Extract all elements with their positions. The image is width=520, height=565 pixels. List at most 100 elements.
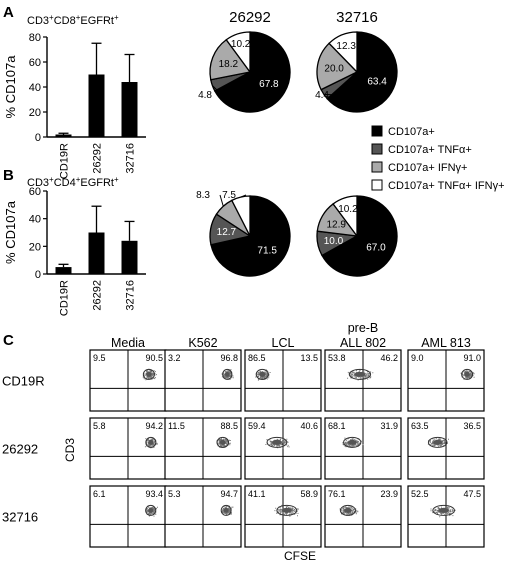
quadrant-right-value: 88.5 [220,421,238,431]
flow-contour [339,504,356,516]
flow-contour-core [354,371,366,377]
pie-a-26292-leader-1 [212,85,223,96]
panel-a-y-tick-label: 80 [29,32,41,44]
quadrant-left-value: 76.1 [328,489,346,499]
quadrant-right-value: 91.0 [463,353,481,363]
column-header-3: pre-B [348,321,379,335]
panel-b-y-axis-label: % CD107a [3,200,18,264]
legend-swatch-0 [371,125,383,137]
flow-contour-core [281,507,292,513]
quadrant-right-value: 31.9 [380,421,398,431]
pie-a-32716-title: 32716 [336,9,378,26]
panel-letter-C: C [3,332,14,349]
flow-contour [348,368,372,380]
flow-plot: 6.1 93.4 [89,485,167,548]
column-header-1: K562 [188,336,217,350]
quadrant-right-value: 46.2 [380,353,398,363]
pie-b-2-value-3: 10.2 [338,204,358,215]
column-header-2: LCL [272,336,295,350]
flow-contour [145,436,157,448]
flow-contour-core [259,371,266,377]
flow-contour [222,368,233,380]
pie-a-26292-value-3: 10.2 [231,39,251,50]
panel-b-bar-32716 [121,240,138,274]
flow-contour [216,436,230,448]
quadrant-right-value: 58.9 [300,489,318,499]
panel-a-y-tick-label: 20 [29,107,41,119]
flow-contour-core [224,371,230,377]
pie-a-32716-value-0: 63.4 [367,76,387,87]
flow-contour [432,504,455,516]
row-header-26292: 26292 [2,442,38,457]
quadrant-right-value: 94.7 [220,489,238,499]
flow-contour-core [433,439,443,445]
panel-b-bar-26292 [88,232,105,274]
panel-b-x-tick-label: 32716 [125,280,137,311]
flow-contour [461,368,474,380]
quadrant-left-value: 41.1 [248,489,266,499]
quadrant-right-value: 96.8 [220,353,238,363]
quadrant-right-value: 47.5 [463,489,481,499]
pie-a-26292-title: 26292 [229,9,271,26]
quadrant-left-value: 9.0 [411,353,424,363]
pie-a-26292-slice-2 [209,38,252,81]
flow-plot: 63.5 36.5 [407,417,485,480]
pie-a-32716-value-2: 20.0 [324,64,344,75]
panel-b-bar-chart: 0 20 40 60 % CD107a CD19R 26292 32716 [3,186,146,316]
quadrant-right-value: 90.5 [145,353,163,363]
legend: CD107a+ CD107a+ TNFα+ CD107a+ IFNγ+ CD107a+… [371,125,505,192]
panel-a-x-tick-label: CD19R [59,143,71,179]
panel-a-y-tick-label: 0 [35,132,41,144]
flow-plot: 59.4 40.6 [244,417,322,480]
pie-b-1-value-3: 7.5 [222,190,236,201]
pie-b-1-slice-3 [230,195,251,237]
flow-contour-core [344,507,352,513]
pie-b-1-value-0: 71.5 [257,245,277,256]
panel-b-bar-CD19R [55,267,72,274]
flow-contour [145,504,157,516]
flow-contour-core [148,507,154,513]
pie-a-26292-slice-3 [225,31,251,74]
legend-label-3: CD107a+ TNFα+ IFNγ+ [388,180,505,192]
pie-a-26292-value-2: 18.2 [219,59,239,70]
flow-contour-core [347,439,357,445]
quadrant-left-value: 52.5 [411,489,429,499]
flow-contour [276,504,298,516]
flow-contour-core [438,507,450,513]
panel-letter-B: B [3,167,14,184]
flow-plot: 3.2 96.8 [164,349,242,412]
row-header-32716: 32716 [2,510,38,525]
legend-label-2: CD107a+ IFNγ+ [388,162,467,174]
flow-plot: 9.0 91.0 [407,349,485,412]
flow-contour-core [146,371,152,377]
column-header-0: Media [111,336,145,350]
quadrant-left-value: 86.5 [248,353,266,363]
quadrant-left-value: 59.4 [248,421,266,431]
flow-contour-core [271,439,282,445]
flow-contour [255,368,269,380]
pie-a-32716-value-1: 4.4 [315,90,329,101]
flow-x-axis-label: CFSE [284,549,316,563]
panel-a-y-tick-label: 60 [29,57,41,69]
pie-a-32716-slice-0 [326,31,398,113]
panel-b-y-tick-label: 20 [29,241,41,253]
panel-a-bar-CD19R [55,134,72,137]
flow-contour-core [223,507,229,513]
panel-b-chart-title: CD3+CD4+EGFRt+ [27,175,119,190]
flow-y-axis-label: CD3 [63,438,77,462]
flow-contour-core [464,371,470,377]
quadrant-left-value: 11.5 [168,421,185,431]
quadrant-right-value: 13.5 [300,353,318,363]
pie-a-26292-value-1: 4.8 [198,90,212,101]
flow-contour [142,368,155,380]
panel-b-y-tick-label: 40 [29,214,41,226]
pie-a-32716-leader-1 [323,93,340,96]
flow-contour [427,436,448,448]
flow-plot: 11.5 88.5 [164,417,242,480]
legend-label-1: CD107a+ TNFα+ [388,144,472,156]
pie-b-2-slice-0 [321,195,398,277]
quadrant-left-value: 53.8 [328,353,346,363]
pie-b-1: 71.5 12.7 8.3 7.5 [196,190,291,277]
